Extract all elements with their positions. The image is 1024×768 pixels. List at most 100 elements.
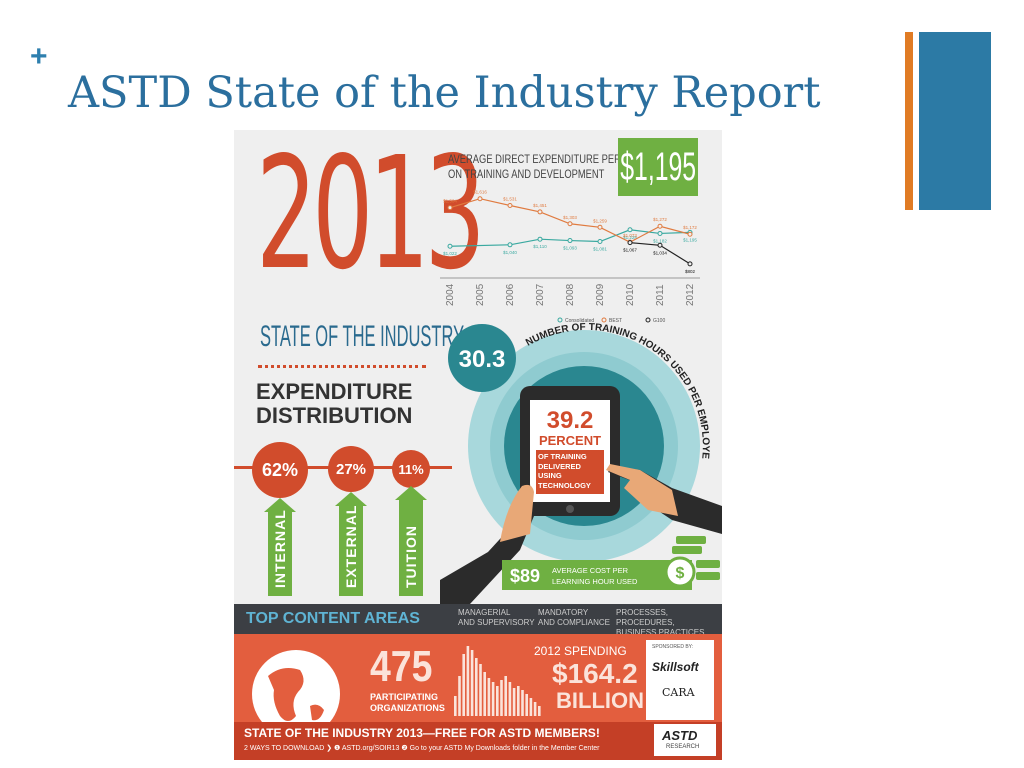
astd-logo-sub: RESEARCH <box>666 744 700 750</box>
chevron-right-icon: ❯ ❶ <box>326 745 342 752</box>
series-1-point-8 <box>687 231 693 237</box>
year-heading: 2013 <box>256 130 486 304</box>
series-0-point-3 <box>537 236 543 242</box>
histogram-bar <box>508 682 512 716</box>
top-content-title: TOP CONTENT AREAS <box>246 610 420 627</box>
data-label-1-4: $1,303 <box>563 215 577 220</box>
histogram-bar <box>462 654 465 716</box>
tablet-unit: PERCENT <box>539 433 601 448</box>
coin-stack-4 <box>696 572 720 580</box>
series-2-point-6 <box>627 240 633 246</box>
footer-way1: ASTD.org/SOIR13 <box>341 745 400 752</box>
expenditure-title: EXPENDITURE DISTRIBUTION <box>256 380 412 428</box>
expenditure-title-line2: DISTRIBUTION <box>256 403 413 428</box>
label-tuition: TUITION <box>403 525 419 588</box>
histogram-bar <box>517 686 520 716</box>
spending-unit: BILLION <box>556 688 644 713</box>
series-0-point-0 <box>447 243 453 249</box>
cost-value: $89 <box>510 566 540 586</box>
arrow-tip-tuition <box>395 486 427 500</box>
x-tick-2012: 2012 <box>685 283 696 306</box>
content-area-2-line2: AND COMPLIANCE <box>538 618 611 627</box>
data-label-1-1: $1,616 <box>473 190 487 195</box>
top-content-bar: TOP CONTENT AREAS MANAGERIAL AND SUPERVI… <box>234 604 722 637</box>
data-label-0-2: $1,040 <box>503 250 517 255</box>
histogram-bar <box>483 672 486 716</box>
cost-label-line1: AVERAGE COST PER <box>552 566 629 575</box>
percent-external: 27% <box>328 446 374 492</box>
data-label-0-6: $1,228 <box>623 235 637 240</box>
expenditure-line-chart: $1,022 $1,040 $1,110 $1,093 $1,081 $1,228 $1,1… <box>440 190 700 324</box>
data-label-1-8: $1,172 <box>683 225 697 230</box>
orgs-value: 475 <box>370 642 433 691</box>
percent-tuition: 11% <box>392 450 430 488</box>
coin-icon <box>664 556 696 588</box>
footer-download-info: 2 WAYS TO DOWNLOAD ❯ ❶ ASTD.org/SOIR13 ❷… <box>244 744 600 752</box>
right-hand <box>606 464 678 516</box>
column-external: EXTERNAL <box>339 504 363 596</box>
tablet-button <box>566 505 574 513</box>
sponsor-box: SPONSORED BY: Skillsoft CARA <box>646 640 714 720</box>
histogram-bar <box>458 676 461 716</box>
tablet-value: 39.2 <box>547 407 594 434</box>
histogram-bar <box>500 680 503 716</box>
data-label-0-0: $1,022 <box>443 251 457 256</box>
astd-logo-text: ASTD <box>662 728 698 743</box>
left-arm <box>440 484 534 604</box>
coin-stack-2 <box>676 536 706 544</box>
content-area-1: MANAGERIAL AND SUPERVISORY <box>458 608 535 628</box>
column-internal: INTERNAL <box>268 509 292 596</box>
dotted-divider <box>258 365 426 368</box>
series-1-point-5 <box>597 224 603 230</box>
globe-icon <box>252 650 340 738</box>
histogram-bar <box>504 676 507 716</box>
label-external: EXTERNAL <box>343 504 359 588</box>
hours-badge <box>448 324 516 392</box>
data-label-1-6: $1,073 <box>623 233 637 238</box>
histogram-bar <box>475 658 478 716</box>
x-tick-2010: 2010 <box>625 283 636 306</box>
footer-way2: Go to your ASTD My Downloads folder in t… <box>409 745 600 752</box>
spending-histogram <box>454 646 541 716</box>
histogram-bar <box>496 686 499 716</box>
cost-banner <box>502 560 692 590</box>
spending-label: 2012 SPENDING <box>534 644 627 658</box>
histogram-bar <box>466 646 470 716</box>
histogram-bar <box>470 650 474 716</box>
astd-logo: ASTD RESEARCH <box>654 724 716 756</box>
data-label-1-3: $1,451 <box>533 203 547 208</box>
content-area-3: PROCESSES, PROCEDURES, BUSINESS PRACTICE… <box>616 608 722 638</box>
content-area-1-line2: AND SUPERVISORY <box>458 618 535 627</box>
slide-title: ASTD State of the Industry Report <box>68 68 821 118</box>
left-hand <box>500 484 534 542</box>
data-label-0-4: $1,093 <box>563 246 577 251</box>
data-label-0-8: $1,195 <box>683 237 697 242</box>
histogram-bar <box>529 698 533 716</box>
content-area-1-line1: MANAGERIAL <box>458 608 511 617</box>
orgs-label-line2: ORGANIZATIONS <box>370 703 445 713</box>
column-tuition: TUITION <box>399 500 423 596</box>
series-1-point-2 <box>507 203 513 209</box>
cost-label-line2: LEARNING HOUR USED <box>552 577 638 586</box>
orgs-label-line1: PARTICIPATING <box>370 692 438 702</box>
coin-stack-1 <box>672 546 702 554</box>
expenditure-title-line1: EXPENDITURE <box>256 379 413 404</box>
data-label-2-8: $802 <box>685 269 696 274</box>
content-area-3-line2: BUSINESS PRACTICES <box>616 628 705 637</box>
footer-ways: 2 WAYS TO DOWNLOAD <box>244 745 325 752</box>
accent-bar-orange <box>905 32 913 210</box>
sponsor-cara-logo: CARA <box>662 686 695 699</box>
data-label-1-2: $1,531 <box>503 197 517 202</box>
histogram-bar <box>487 678 491 716</box>
sponsor-label: SPONSORED BY: <box>652 644 694 650</box>
number-two-icon: ❷ <box>401 745 410 752</box>
histogram-bar <box>491 682 495 716</box>
footer-headline: STATE OF THE INDUSTRY 2013—FREE FOR ASTD… <box>244 726 600 740</box>
x-tick-2008: 2008 <box>565 283 576 306</box>
legend-marker-1 <box>601 317 607 323</box>
series-1-point-0 <box>447 205 453 211</box>
infographic: 2013 STATE OF THE INDUSTRY EXPENDITURE D… <box>234 130 722 760</box>
label-internal: INTERNAL <box>272 509 288 588</box>
dollar-symbol: $ <box>676 565 685 582</box>
data-label-1-0: $1,504 <box>443 199 457 204</box>
